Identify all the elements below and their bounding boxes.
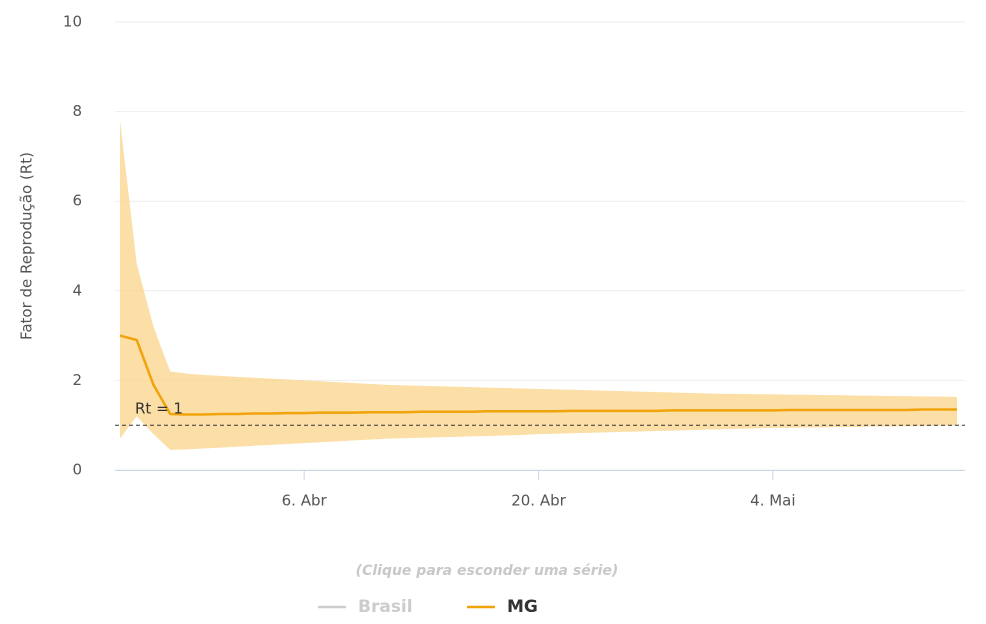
- legend-hint: (Clique para esconder uma série): [356, 563, 619, 579]
- confidence-band: [120, 120, 957, 450]
- legend-label[interactable]: Brasil: [358, 597, 413, 617]
- y-axis-label: Fator de Reprodução (Rt): [18, 152, 36, 340]
- y-tick-label: 8: [72, 102, 82, 120]
- x-tick-label: 6. Abr: [282, 492, 328, 510]
- y-tick-label: 10: [63, 13, 82, 31]
- y-tick-label: 0: [72, 461, 82, 479]
- reference-label: Rt = 1: [135, 400, 183, 418]
- x-tick-label: 4. Mai: [750, 492, 795, 510]
- y-tick-label: 2: [72, 371, 82, 389]
- x-tick-label: 20. Abr: [511, 492, 566, 510]
- y-tick-label: 6: [72, 192, 82, 210]
- series-line: [119, 334, 957, 416]
- legend-label[interactable]: MG: [507, 597, 538, 617]
- y-tick-label: 4: [72, 281, 82, 299]
